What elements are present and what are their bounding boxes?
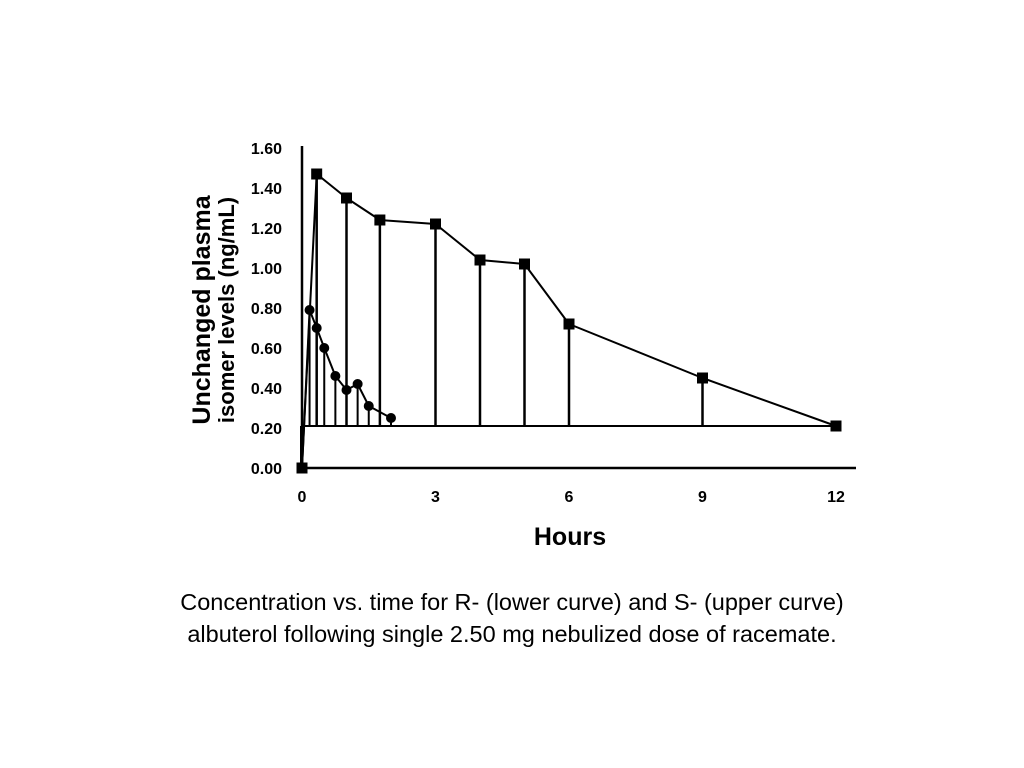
pk-chart: 0.00 0.20 0.40 0.60 0.80 1.00 1.20 1.40 1.60 0 3 6… xyxy=(188,141,856,551)
y-tick-label: 1.20 xyxy=(251,221,282,238)
square-marker xyxy=(341,192,352,204)
y-tick-label: 0.80 xyxy=(251,301,282,318)
square-marker xyxy=(697,372,708,384)
caption-line-1: Concentration vs. time for R- (lower cur… xyxy=(180,589,844,615)
x-tick-labels: 0 3 6 9 12 xyxy=(298,489,845,506)
x-tick-label: 12 xyxy=(827,489,845,506)
circle-marker xyxy=(363,401,374,411)
circle-marker xyxy=(297,463,307,473)
y-axis-label-line1: Unchanged plasma xyxy=(188,194,216,424)
x-tick-label: 3 xyxy=(431,489,440,506)
upper-curve-line xyxy=(301,173,837,469)
y-tick-label: 1.40 xyxy=(251,181,282,198)
square-marker xyxy=(474,254,486,266)
y-tick-label: 0.00 xyxy=(251,461,282,478)
square-marker xyxy=(374,214,386,226)
circle-marker xyxy=(352,379,363,389)
x-tick-label: 9 xyxy=(698,489,707,506)
square-marker xyxy=(311,168,323,180)
axes xyxy=(300,146,856,470)
y-tick-label: 0.40 xyxy=(251,381,282,398)
y-tick-labels: 0.00 0.20 0.40 0.60 0.80 1.00 1.20 1.40 1.60 xyxy=(251,141,282,478)
square-marker xyxy=(430,218,441,230)
x-tick-label: 0 xyxy=(298,489,307,506)
circle-marker xyxy=(330,371,341,381)
square-marker xyxy=(830,420,842,432)
square-marker xyxy=(563,318,575,330)
circle-marker xyxy=(341,385,352,395)
circle-marker xyxy=(386,413,396,423)
y-tick-label: 1.00 xyxy=(251,261,282,278)
x-axis-label: Hours xyxy=(534,523,606,551)
circle-marker xyxy=(304,305,315,315)
y-tick-label: 0.20 xyxy=(251,421,282,438)
circle-marker xyxy=(311,323,322,333)
sample-drop-lines xyxy=(300,174,704,468)
figure-caption: Concentration vs. time for R- (lower cur… xyxy=(0,586,1024,650)
x-tick-label: 6 xyxy=(565,489,574,506)
square-marker xyxy=(519,258,530,270)
data-markers xyxy=(296,168,842,474)
y-tick-label: 1.60 xyxy=(251,141,282,158)
caption-line-2: albuterol following single 2.50 mg nebul… xyxy=(187,621,837,647)
y-tick-label: 0.60 xyxy=(251,341,282,358)
y-axis-label-line2: isomer levels (ng/mL) xyxy=(214,197,239,423)
y-axis-label-group: Unchanged plasma isomer levels (ng/mL) xyxy=(188,194,239,424)
circle-marker xyxy=(319,343,330,353)
